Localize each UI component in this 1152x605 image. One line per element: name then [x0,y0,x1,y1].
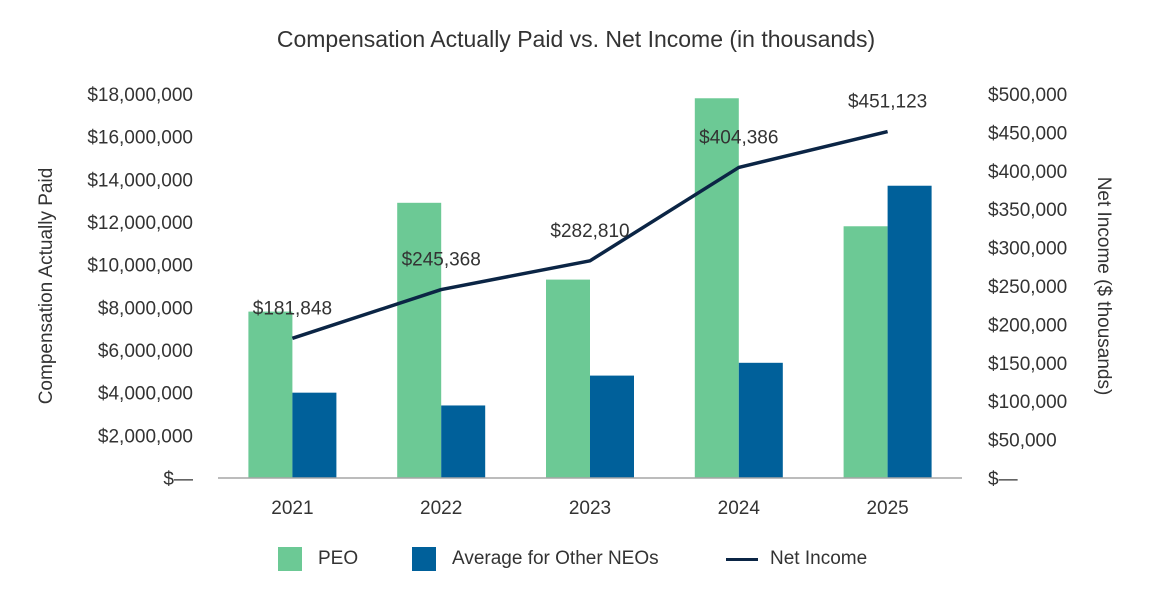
y2-axis-label: Net Income ($ thousands) [1093,177,1114,396]
y2-tick-label: $150,000 [988,354,1067,375]
y-axis-label: Compensation Actually Paid [36,168,57,405]
y-tick-label: $18,000,000 [87,85,193,106]
bar-peo [248,311,293,478]
y-tick-label: $14,000,000 [87,170,193,191]
legend-label-other-neos: Average for Other NEOs [452,548,659,569]
y2-tick-label: $450,000 [988,123,1067,144]
chart-title: Compensation Actually Paid vs. Net Incom… [276,26,876,52]
x-tick-label: 2025 [866,498,908,519]
net-income-line [291,129,889,341]
y-tick-label: $8,000,000 [98,298,193,319]
bar-peo [546,279,590,478]
y-tick-label: $6,000,000 [98,341,193,362]
y2-tick-label: $400,000 [988,162,1067,183]
bar-peo [843,226,888,478]
legend-label-peo: PEO [318,548,359,569]
net-income-data-label: $282,810 [550,221,629,242]
bar-other-neos [590,375,634,478]
bar-peo [397,202,442,479]
y2-tick-label: $50,000 [988,431,1057,452]
y2-tick-label: $— [988,469,1018,490]
y-tick-label: $12,000,000 [87,213,193,234]
legend-item-net-income: Net Income [726,544,867,574]
net-income-data-label: $451,123 [848,92,927,113]
legend-item-other-neos: Average for Other NEOs [412,544,659,574]
legend-swatch-peo [278,547,302,571]
y2-tick-label: $100,000 [988,392,1067,413]
net-income-data-label: $404,386 [699,127,778,148]
legend-swatch-other-neos [412,547,436,571]
legend-swatch-net-income [726,557,758,561]
bar-other-neos [738,362,783,478]
x-tick-label: 2022 [420,498,462,519]
x-tick-label: 2023 [569,498,611,519]
y2-tick-label: $250,000 [988,277,1067,298]
y2-tick-label: $200,000 [988,315,1067,336]
y-tick-label: $16,000,000 [87,128,193,149]
bar-other-neos [292,392,337,478]
net-income-data-label: $181,848 [253,298,332,319]
legend-label-net-income: Net Income [770,548,868,569]
y2-tick-label: $500,000 [988,85,1067,106]
legend-item-peo: PEO [278,544,358,574]
x-tick-label: 2024 [718,498,761,519]
y2-tick-label: $300,000 [988,239,1067,260]
net-income-data-label: $245,368 [402,250,481,271]
y2-tick-label: $350,000 [988,200,1067,221]
bar-peo [694,98,739,479]
y-tick-label: $— [163,469,193,490]
x-tick-label: 2021 [271,498,313,519]
y-tick-label: $10,000,000 [87,256,193,277]
bar-other-neos [887,185,932,478]
y-tick-label: $2,000,000 [98,426,193,447]
legend: PEO Average for Other NEOs Net Income [0,544,1152,574]
y-tick-label: $4,000,000 [98,384,193,405]
bar-other-neos [441,405,486,478]
